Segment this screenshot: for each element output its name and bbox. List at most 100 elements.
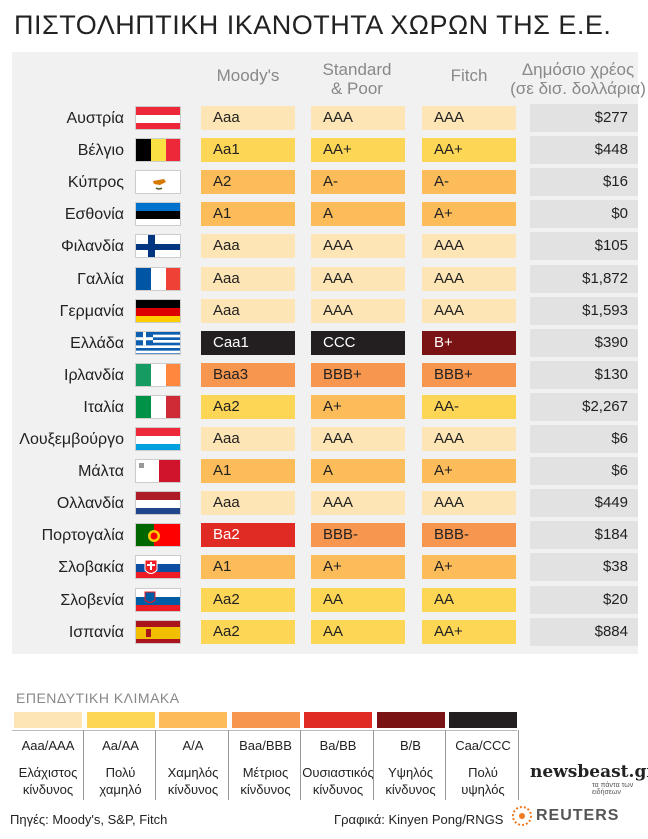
country-name: Μάλτα <box>78 463 124 481</box>
fitch-rating: AAA <box>422 427 516 451</box>
legend-separator <box>12 730 517 731</box>
sources-text: Πηγές: Moody's, S&P, Fitch <box>10 812 168 827</box>
debt-value: $20 <box>530 585 638 614</box>
debt-value: $184 <box>530 521 638 550</box>
sp-rating: A- <box>311 170 405 195</box>
country-name: Γαλλία <box>77 270 124 288</box>
debt-value: $0 <box>530 200 638 229</box>
moodys-rating: Aaa <box>201 266 295 291</box>
country-name: Λουξεμβούργο <box>19 431 124 448</box>
legend-description-line2: κίνδυνος <box>22 782 74 797</box>
sp-rating: AA <box>311 619 405 644</box>
legend-description: Ελάχιστος κίνδυνος <box>8 764 88 798</box>
legend-divider <box>372 730 374 800</box>
fitch-rating: AA <box>422 587 516 612</box>
flag-icon <box>135 619 181 644</box>
legend-description-line2: κίνδυνος <box>167 782 219 797</box>
table-row: Ισπανία Aa2 AA AA+ $884 <box>0 616 648 648</box>
country-name: Γερμανία <box>59 302 124 320</box>
moodys-rating: Aaa <box>201 427 295 451</box>
legend-swatch <box>231 712 300 728</box>
country-name: Σλοβακία <box>58 559 124 577</box>
newsbeast-tagline: τα πάντα των ειδήσεων <box>592 782 634 796</box>
country-name: Κύπρος <box>67 174 124 192</box>
moodys-rating: Aaa <box>201 298 295 323</box>
sp-rating: AAA <box>311 106 405 130</box>
moodys-rating: Aaa <box>201 491 295 516</box>
page-title: ΠΙΣΤΟΛΗΠΤΙΚΗ ΙΚΑΝΟΤΗΤΑ ΧΩΡΩΝ ΤΗΣ Ε.Ε. <box>14 10 612 40</box>
table-row: Λουξεμβούργο Aaa AAA AAA $6 <box>0 423 648 455</box>
moodys-rating: Aa2 <box>201 619 295 644</box>
table-row: Μάλτα A1 A A+ $6 <box>0 455 648 487</box>
legend-divider <box>227 730 229 800</box>
country-name: Φιλανδία <box>60 238 124 256</box>
table-row: Βέλγιο Aa1 AA+ AA+ $448 <box>0 134 648 166</box>
flag-icon <box>135 330 181 355</box>
table-row: Γαλλία Aaa AAA AAA $1,872 <box>0 263 648 295</box>
legend-description: Πολύ υψηλός <box>443 764 523 798</box>
legend-divider <box>517 730 519 800</box>
fitch-rating: AA- <box>422 394 516 419</box>
legend-code: Caa/CCC <box>455 738 511 753</box>
moodys-rating: A2 <box>201 170 295 195</box>
col-header-sp-line2: & Poor <box>331 79 383 98</box>
col-header-debt-line1: Δημόσιο χρέος <box>521 60 635 79</box>
debt-value: $2,267 <box>530 392 638 421</box>
moodys-rating: A1 <box>201 459 295 484</box>
legend-description: Ουσιαστικός κίνδυνος <box>298 764 378 798</box>
flag-icon <box>135 234 181 259</box>
sp-rating: BBB- <box>311 523 405 548</box>
moodys-rating: Aaa <box>201 234 295 259</box>
legend-description-line1: Χαμηλός <box>167 765 219 780</box>
flag-icon <box>135 170 181 195</box>
country-name: Ελλάδα <box>70 334 124 352</box>
legend-code: Aa/AA <box>102 738 139 753</box>
debt-value: $448 <box>530 136 638 165</box>
table-row: Κύπρος A2 A- A- $16 <box>0 166 648 198</box>
moodys-rating: Aa2 <box>201 587 295 612</box>
legend-description: Πολύ χαμηλό <box>81 764 161 798</box>
table-row: Γερμανία Aaa AAA AAA $1,593 <box>0 295 648 327</box>
debt-value: $130 <box>530 360 638 389</box>
legend-divider <box>445 730 446 800</box>
fitch-rating: A+ <box>422 459 516 484</box>
legend-description-line2: χαμηλό <box>99 782 142 797</box>
flag-icon <box>135 362 181 387</box>
legend-description-line2: κίνδυνος <box>312 782 364 797</box>
moodys-rating: Caa1 <box>201 330 295 355</box>
moodys-rating: A1 <box>201 202 295 227</box>
table-row: Εσθονία A1 A A+ $0 <box>0 198 648 230</box>
debt-value: $16 <box>530 168 638 197</box>
country-name: Ιρλανδία <box>64 366 124 384</box>
country-name: Ιταλία <box>83 398 124 416</box>
legend-code: Aaa/AAA <box>21 738 75 753</box>
debt-value: $6 <box>530 457 638 486</box>
moodys-rating: Aaa <box>201 106 295 130</box>
flag-icon <box>135 266 181 291</box>
legend-description-line2: κίνδυνος <box>240 782 291 797</box>
fitch-rating: B+ <box>422 330 516 355</box>
flag-icon <box>135 394 181 419</box>
flag-icon <box>135 491 181 516</box>
debt-value: $105 <box>530 232 638 261</box>
legend-description-line1: Πολύ <box>468 765 498 780</box>
legend-description-line2: υψηλός <box>461 782 505 797</box>
table-row: Φιλανδία Aaa AAA AAA $105 <box>0 230 648 262</box>
moodys-rating: Aa2 <box>201 394 295 419</box>
reuters-logo <box>512 806 532 826</box>
sp-rating: AAA <box>311 491 405 516</box>
sp-rating: A+ <box>311 555 405 580</box>
table-row: Ολλανδία Aaa AAA AAA $449 <box>0 487 648 519</box>
debt-value: $884 <box>530 617 638 646</box>
debt-value: $6 <box>530 425 638 453</box>
sp-rating: A <box>311 459 405 484</box>
table-row: Αυστρία Aaa AAA AAA $277 <box>0 102 648 134</box>
country-name: Βέλγιο <box>77 142 124 160</box>
newsbeast-logo: newsbeast.gr <box>530 762 648 782</box>
debt-value: $38 <box>530 553 638 582</box>
col-header-sp-line1: Standard <box>322 60 392 79</box>
legend-divider <box>155 730 156 800</box>
moodys-rating: A1 <box>201 555 295 580</box>
table-row: Σλοβακία A1 A+ A+ $38 <box>0 551 648 583</box>
country-name: Σλοβενία <box>60 591 124 609</box>
